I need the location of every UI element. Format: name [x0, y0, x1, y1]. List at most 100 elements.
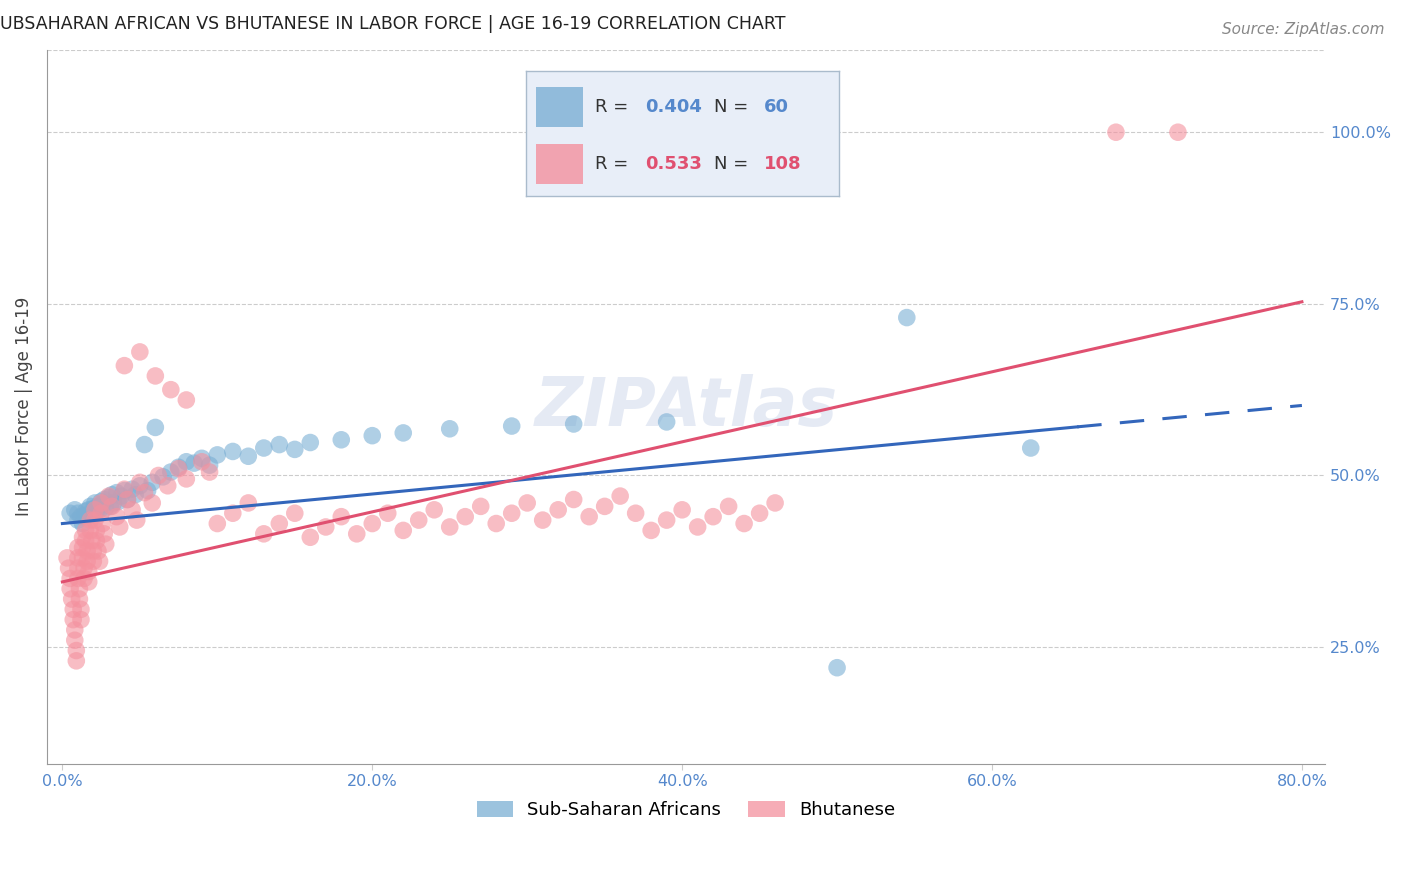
Point [82, 501, 104, 516]
Point [238, 496, 260, 510]
Legend: Sub-Saharan Africans, Bhutanese: Sub-Saharan Africans, Bhutanese [470, 794, 903, 826]
Point [176, 392, 198, 407]
Point [578, 509, 600, 524]
Point [65, 643, 87, 657]
Point [299, 435, 322, 450]
Point [143, 420, 166, 434]
Point [66, 561, 89, 575]
Point [90, 494, 112, 508]
Point [89, 503, 111, 517]
Point [97, 489, 120, 503]
Point [501, 506, 523, 520]
Point [84, 496, 107, 510]
Point [77, 574, 100, 589]
Point [562, 417, 585, 431]
Point [377, 506, 399, 520]
Point [63, 503, 86, 517]
Text: SUBSAHARAN AFRICAN VS BHUTANESE IN LABOR FORCE | AGE 16-19 CORRELATION CHART: SUBSAHARAN AFRICAN VS BHUTANESE IN LABOR… [0, 15, 786, 33]
Point [655, 513, 678, 527]
Point [470, 500, 492, 514]
Point [198, 458, 221, 473]
Point [66, 571, 89, 585]
Point [72, 530, 94, 544]
Point [183, 456, 205, 470]
Point [117, 492, 139, 507]
Point [84, 503, 107, 517]
Point [100, 500, 122, 514]
Point [269, 516, 291, 531]
Point [72, 516, 94, 531]
Point [112, 483, 135, 498]
Point [141, 475, 163, 490]
Point [73, 571, 96, 585]
Point [108, 520, 131, 534]
Point [80, 508, 103, 522]
Point [136, 483, 159, 498]
Point [361, 428, 384, 442]
Point [79, 513, 101, 527]
Point [72, 550, 94, 565]
Point [191, 451, 214, 466]
Point [94, 500, 117, 515]
Point [191, 455, 214, 469]
Point [547, 503, 569, 517]
Point [655, 415, 678, 429]
Point [63, 633, 86, 648]
Point [624, 506, 647, 520]
Point [717, 500, 740, 514]
Point [70, 602, 93, 616]
Point [66, 541, 89, 555]
Point [253, 526, 276, 541]
Point [516, 496, 538, 510]
Point [62, 602, 84, 616]
Y-axis label: In Labor Force | Age 16-19: In Labor Force | Age 16-19 [15, 297, 32, 516]
Point [90, 496, 112, 510]
Point [105, 509, 128, 524]
Point [75, 508, 97, 523]
Point [128, 345, 150, 359]
Point [63, 623, 86, 637]
Point [121, 503, 143, 517]
Point [58, 561, 80, 575]
Point [87, 544, 110, 558]
Point [84, 513, 107, 527]
Point [112, 359, 135, 373]
Point [89, 554, 111, 568]
Point [315, 520, 337, 534]
Point [59, 582, 82, 596]
Point [485, 516, 508, 531]
Point [284, 506, 307, 520]
Point [91, 497, 114, 511]
Point [56, 550, 79, 565]
Point [70, 509, 93, 524]
Point [439, 520, 461, 534]
Point [66, 506, 89, 520]
Point [361, 516, 384, 531]
Point [423, 503, 446, 517]
Point [70, 613, 93, 627]
Point [60, 592, 83, 607]
Point [73, 561, 96, 575]
Point [101, 488, 124, 502]
Point [59, 571, 82, 585]
Point [148, 468, 170, 483]
Point [439, 422, 461, 436]
Point [125, 513, 148, 527]
Point [75, 524, 97, 538]
Point [128, 475, 150, 490]
Point [79, 500, 101, 514]
Point [702, 509, 724, 524]
Point [222, 444, 245, 458]
Point [66, 550, 89, 565]
Point [733, 516, 755, 531]
Point [76, 554, 98, 568]
Point [160, 465, 183, 479]
Point [62, 613, 84, 627]
Point [408, 513, 430, 527]
Point [1105, 125, 1128, 139]
Point [330, 433, 353, 447]
Point [65, 654, 87, 668]
Point [75, 504, 97, 518]
Point [134, 437, 156, 451]
Point [86, 533, 108, 548]
